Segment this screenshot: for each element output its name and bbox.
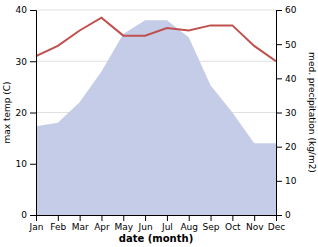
tick-label: Oct [225, 222, 241, 232]
y2-axis-title: med. precipitation (kg/m2) [307, 52, 317, 173]
y-axis: 0 10 20 30 40 [16, 5, 37, 220]
chart: JanFebMarAprMayJunJulAugSepOctNovDec0102… [0, 0, 318, 247]
tick-label: Dec [268, 222, 285, 232]
tick: Jun [138, 215, 153, 232]
tick: 20 [276, 142, 297, 152]
tick-mark [276, 113, 282, 114]
tick-label: Jun [138, 222, 153, 232]
tick-label: May [114, 222, 133, 232]
area [36, 20, 276, 215]
tick: 0 [276, 210, 291, 220]
tick: Oct [225, 215, 241, 232]
tick-label: Apr [94, 222, 110, 232]
tick-label: 0 [285, 210, 291, 220]
tick-label: 50 [285, 40, 297, 50]
tick-mark [30, 215, 36, 216]
grid-line [36, 10, 276, 11]
tick-label: 20 [16, 108, 28, 118]
tick-mark [254, 215, 255, 221]
tick-label: 0 [21, 210, 27, 220]
tick-label: Mar [72, 222, 89, 232]
tick-label: 30 [285, 108, 297, 118]
tick-mark [123, 215, 124, 221]
tick: Apr [94, 215, 110, 232]
tick: 0 [21, 210, 36, 220]
tick-label: Jan [29, 222, 44, 232]
grid [36, 10, 276, 215]
axis-domain [37, 216, 277, 222]
tick: 40 [276, 74, 297, 84]
tick: Dec [268, 215, 285, 232]
tick-label: 40 [16, 5, 28, 15]
tick-mark [30, 61, 36, 62]
tick: Jan [29, 215, 44, 232]
tick-mark [211, 215, 212, 221]
tick-mark [276, 10, 282, 11]
tick: May [114, 215, 133, 232]
x-axis: Jan Feb Mar Apr May Jun Jul Aug Sep Oct Nov Dec [29, 215, 286, 232]
tick-label: Feb [50, 222, 66, 232]
tick: 60 [276, 5, 297, 15]
plot-area [36, 18, 276, 215]
tick: Mar [72, 215, 89, 232]
tick-label: Sep [203, 222, 220, 232]
tick: 20 [16, 108, 36, 118]
axis-domain [30, 11, 37, 216]
axis-domain [277, 11, 283, 216]
tick-label: 10 [285, 176, 297, 186]
tick-label: Nov [246, 222, 264, 232]
tick-label: 40 [285, 74, 297, 84]
tick-mark [167, 215, 168, 221]
tick-label: 30 [16, 57, 28, 67]
tick-mark [30, 10, 36, 11]
tick-label: Jul [161, 222, 173, 232]
tick-mark [58, 215, 59, 221]
tick-mark [276, 215, 282, 216]
tick-mark [232, 215, 233, 221]
tick-mark [30, 164, 36, 165]
tick-mark [30, 113, 36, 114]
tick: 30 [276, 108, 297, 118]
tick-label: 10 [16, 159, 28, 169]
tick-mark [80, 215, 81, 221]
tick: Feb [50, 215, 66, 232]
tick-label: 20 [285, 142, 297, 152]
tick: Sep [203, 215, 220, 232]
tick: 10 [16, 159, 36, 169]
y-axis-title: max temp (C) [2, 81, 12, 143]
tick: 40 [16, 5, 36, 15]
tick-label: 60 [285, 5, 297, 15]
tick-mark [101, 215, 102, 221]
tick-mark [189, 215, 190, 221]
line [36, 18, 276, 62]
tick: 50 [276, 40, 297, 50]
tick-mark [276, 181, 282, 182]
tick-mark [276, 147, 282, 148]
tick: Aug [180, 215, 198, 232]
tick: Jul [161, 215, 173, 232]
tick-mark [145, 215, 146, 221]
tick-label: Aug [180, 222, 198, 232]
tick-mark [276, 44, 282, 45]
y2-axis: 0 10 20 30 40 50 60 [276, 5, 297, 220]
tick: 10 [276, 176, 297, 186]
x-axis-title: date (month) [119, 233, 193, 244]
tick-mark [276, 78, 282, 79]
tick: Nov [246, 215, 264, 232]
tick: 30 [16, 57, 36, 67]
